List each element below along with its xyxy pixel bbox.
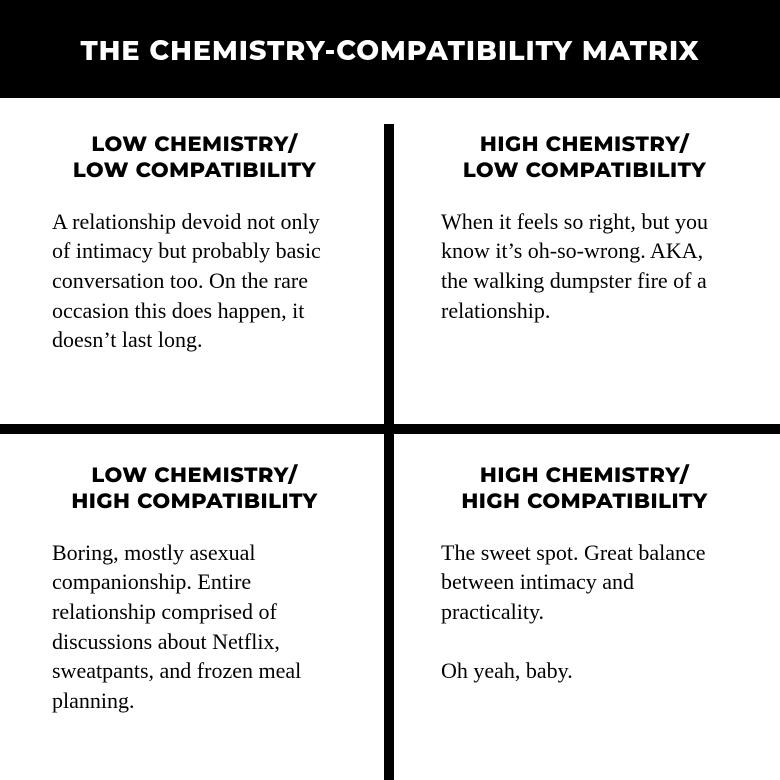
quadrant-title-line1: HIGH CHEMISTRY/: [480, 463, 689, 488]
vertical-divider: [384, 124, 394, 780]
quadrant-title: HIGH CHEMISTRY/ LOW COMPATIBILITY: [441, 132, 728, 185]
quadrant-title-line2: HIGH COMPATIBILITY: [71, 489, 317, 514]
quadrant-body: Boring, mostly asexual companionship. En…: [52, 538, 337, 716]
horizontal-divider: [0, 424, 780, 434]
quadrant-body: When it feels so right, but you know it’…: [441, 207, 728, 326]
quadrant-body: The sweet spot. Great balance between in…: [441, 538, 728, 686]
quadrant-high-chem-low-compat: HIGH CHEMISTRY/ LOW COMPATIBILITY When i…: [389, 98, 780, 429]
quadrant-title-line2: HIGH COMPATIBILITY: [461, 489, 707, 514]
matrix-area: LOW CHEMISTRY/ LOW COMPATIBILITY A relat…: [0, 98, 780, 780]
quadrant-title-line1: HIGH CHEMISTRY/: [480, 132, 689, 157]
matrix-header: THE CHEMISTRY-COMPATIBILITY MATRIX: [0, 0, 780, 98]
quadrant-low-chem-low-compat: LOW CHEMISTRY/ LOW COMPATIBILITY A relat…: [0, 98, 389, 429]
quadrant-high-chem-high-compat: HIGH CHEMISTRY/ HIGH COMPATIBILITY The s…: [389, 429, 780, 780]
quadrant-title: HIGH CHEMISTRY/ HIGH COMPATIBILITY: [441, 463, 728, 516]
quadrant-title-line1: LOW CHEMISTRY/: [91, 132, 297, 157]
quadrant-title: LOW CHEMISTRY/ HIGH COMPATIBILITY: [52, 463, 337, 516]
quadrant-title-line2: LOW COMPATIBILITY: [463, 158, 706, 183]
quadrant-low-chem-high-compat: LOW CHEMISTRY/ HIGH COMPATIBILITY Boring…: [0, 429, 389, 780]
quadrant-body: A relationship devoid not only of intima…: [52, 207, 337, 355]
quadrant-title-line2: LOW COMPATIBILITY: [73, 158, 316, 183]
matrix-title: THE CHEMISTRY-COMPATIBILITY MATRIX: [80, 34, 699, 67]
quadrant-title: LOW CHEMISTRY/ LOW COMPATIBILITY: [52, 132, 337, 185]
quadrant-title-line1: LOW CHEMISTRY/: [91, 463, 297, 488]
